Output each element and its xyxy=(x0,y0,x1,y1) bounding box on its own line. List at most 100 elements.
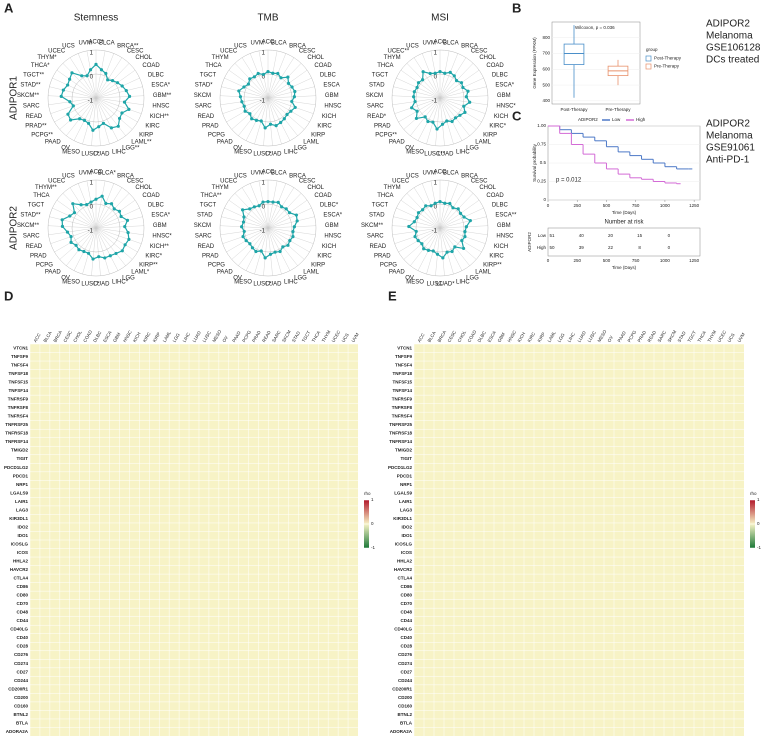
radar-point xyxy=(66,112,70,116)
row-label: VTCN1 xyxy=(397,345,412,350)
r-tick-label: 1 xyxy=(262,51,266,57)
axis-label: STAD** xyxy=(20,82,41,88)
r-tick-label: -1 xyxy=(88,99,94,105)
radar-point xyxy=(123,225,127,229)
column-label: MESO xyxy=(211,329,222,343)
risk-count: 20 xyxy=(608,233,614,238)
x-tick-label: Pre-Therapy xyxy=(605,107,631,112)
radar-point xyxy=(250,117,254,121)
axis-label: TGCT xyxy=(200,72,217,78)
radar-point xyxy=(69,240,73,244)
axis-label: KIRC xyxy=(145,124,160,130)
radar-point xyxy=(60,224,65,229)
legend-title: rho xyxy=(750,491,757,496)
axis-label: LAML xyxy=(475,270,491,276)
radar-point xyxy=(462,104,466,108)
r-tick-label: 0 xyxy=(262,75,266,81)
row-label: TNFSF15 xyxy=(8,380,28,385)
radar-point xyxy=(413,99,417,104)
radar-point xyxy=(112,207,116,211)
column-label: BRCA xyxy=(52,330,63,343)
radar-point xyxy=(429,204,433,208)
row-label: TNFSF18 xyxy=(8,371,28,376)
x-tick-label: 1250 xyxy=(689,258,700,263)
radar-line xyxy=(60,63,131,132)
axis-label: ESCA xyxy=(323,82,339,88)
row-label: CD40 xyxy=(16,635,28,640)
row-label: TNFSF14 xyxy=(392,388,412,393)
radar-point xyxy=(415,215,419,220)
radar-point xyxy=(109,202,114,206)
radar-point xyxy=(254,118,259,122)
risk-count: 22 xyxy=(608,245,614,250)
radar-point xyxy=(428,71,432,76)
axis-label: MESO xyxy=(406,149,424,155)
grid-ring xyxy=(47,179,145,277)
row-label: TNFSF4 xyxy=(395,362,412,367)
r-tick-label: 1 xyxy=(434,51,438,57)
column-label: STAD xyxy=(677,330,688,343)
grid-ring xyxy=(219,179,317,277)
column-label: LGG xyxy=(172,332,181,343)
axis-label: THCA xyxy=(377,63,393,69)
radar-point xyxy=(438,70,442,74)
radar-point xyxy=(244,239,248,243)
annotation: Wilcoxon, p = 0.036 xyxy=(575,25,615,30)
axis-label: HNSC* xyxy=(496,104,516,110)
column-label: UCEC xyxy=(717,329,728,343)
row-label: TNFSF4 xyxy=(11,362,28,367)
radar-point xyxy=(420,242,424,246)
column-label: KICH xyxy=(517,331,527,343)
row-label: PDCD1 xyxy=(397,473,413,478)
column-label: TGCT xyxy=(301,330,312,343)
axis-label: ESCA* xyxy=(151,82,170,88)
axis-label: PAAD xyxy=(389,270,406,276)
axis-label: MESO xyxy=(62,149,80,155)
axis-label: CHOL xyxy=(307,185,324,191)
radar-point xyxy=(291,235,295,239)
axis-label: CESC xyxy=(471,48,488,54)
column-label: CHOL xyxy=(72,329,83,343)
row-label: ADORA2A xyxy=(390,729,413,734)
radar-point xyxy=(85,203,89,207)
column-label: GBM xyxy=(112,331,122,343)
axis-label: UCEC xyxy=(220,178,238,184)
radar-point xyxy=(424,204,428,208)
row-label: CD244 xyxy=(398,678,413,683)
axis-label: UCS xyxy=(406,44,419,50)
side-text: ADIPOR2 xyxy=(706,19,750,30)
row-label: CTLA4 xyxy=(14,576,29,581)
radar-point xyxy=(268,252,273,256)
radar-point xyxy=(463,235,467,239)
axis-label: BRCA xyxy=(461,44,478,50)
radar-point xyxy=(85,74,89,78)
row-label: CD274 xyxy=(14,661,29,666)
radar-point xyxy=(458,113,462,117)
radar-point xyxy=(453,116,458,120)
axis-label: UCS xyxy=(62,174,75,180)
row-label: HHLA2 xyxy=(13,558,28,563)
radar-point xyxy=(421,208,425,212)
column-label: SKCM xyxy=(667,329,678,343)
side-text: ADIPOR2 xyxy=(706,119,750,130)
radar-point xyxy=(86,251,91,255)
radar-point xyxy=(237,89,241,93)
radar-point xyxy=(464,225,468,229)
axis-label: STAD xyxy=(369,212,385,218)
axis-label: THYM* xyxy=(37,55,57,61)
radar-point xyxy=(77,248,81,252)
axis-label: UVM xyxy=(423,171,436,177)
axis-label: KIRP xyxy=(311,132,325,138)
axis-label: COAD xyxy=(142,63,160,69)
axis-label: ESCA* xyxy=(323,212,342,218)
radar-point xyxy=(243,109,247,113)
risk-count: 50 xyxy=(549,245,555,250)
axis-label: LGG xyxy=(294,145,307,151)
column-label: SKCM xyxy=(281,329,292,343)
radar-point xyxy=(68,100,72,104)
radar-point xyxy=(88,68,93,72)
radar-point xyxy=(407,224,411,229)
radar-point xyxy=(110,79,115,83)
axis-label: MESO xyxy=(234,149,252,155)
